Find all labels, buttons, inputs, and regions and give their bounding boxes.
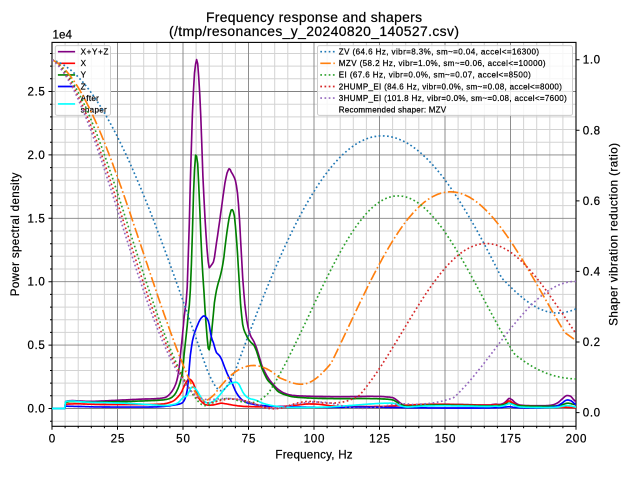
svg-text:Z: Z	[81, 82, 86, 91]
svg-text:25: 25	[111, 433, 125, 446]
svg-text:2.0: 2.0	[27, 149, 44, 162]
svg-text:0.8: 0.8	[583, 124, 600, 137]
svg-text:0: 0	[49, 433, 55, 446]
svg-text:0.5: 0.5	[27, 339, 44, 352]
svg-text:Shaper vibration reduction (ra: Shaper vibration reduction (ratio)	[607, 143, 620, 326]
svg-text:0.6: 0.6	[583, 195, 600, 208]
svg-text:175: 175	[500, 433, 521, 446]
svg-text:0.0: 0.0	[27, 403, 44, 416]
svg-text:1.0: 1.0	[27, 276, 44, 289]
svg-text:X: X	[81, 59, 87, 68]
svg-text:EI (67.6 Hz, vibr=0.0%, sm~=0.: EI (67.6 Hz, vibr=0.0%, sm~=0.07, accel<…	[339, 71, 531, 80]
svg-text:125: 125	[369, 433, 390, 446]
svg-text:2.5: 2.5	[27, 86, 44, 99]
svg-text:Y: Y	[81, 71, 87, 80]
svg-text:(/tmp/resonances_y_20240820_14: (/tmp/resonances_y_20240820_140527.csv)	[169, 23, 459, 39]
svg-text:50: 50	[176, 433, 190, 446]
svg-text:2HUMP_EI (84.6 Hz, vibr=0.0%,: 2HUMP_EI (84.6 Hz, vibr=0.0%, sm~=0.08, …	[339, 82, 562, 91]
svg-text:X+Y+Z: X+Y+Z	[81, 48, 109, 57]
svg-text:0.4: 0.4	[583, 265, 601, 278]
svg-text:MZV (58.2 Hz, vibr=1.0%, sm~=0: MZV (58.2 Hz, vibr=1.0%, sm~=0.06, accel…	[339, 59, 546, 68]
svg-text:3HUMP_EI (101.8 Hz, vibr=0.0%,: 3HUMP_EI (101.8 Hz, vibr=0.0%, sm~=0.08,…	[339, 94, 567, 103]
svg-text:100: 100	[304, 433, 325, 446]
svg-text:75: 75	[242, 433, 256, 446]
svg-text:shaper: shaper	[81, 106, 107, 115]
svg-text:1e4: 1e4	[53, 28, 73, 41]
svg-text:Recommended shaper: MZV: Recommended shaper: MZV	[339, 106, 447, 115]
svg-text:0.0: 0.0	[583, 407, 600, 420]
svg-text:200: 200	[566, 433, 587, 446]
svg-text:1.0: 1.0	[583, 54, 600, 67]
svg-text:150: 150	[435, 433, 456, 446]
svg-text:1.5: 1.5	[27, 212, 44, 225]
svg-text:Frequency response and shapers: Frequency response and shapers	[206, 9, 422, 25]
svg-text:0.2: 0.2	[583, 336, 600, 349]
svg-text:ZV (64.6 Hz, vibr=8.3%, sm~=0.: ZV (64.6 Hz, vibr=8.3%, sm~=0.04, accel<…	[339, 48, 540, 57]
svg-text:After: After	[81, 94, 100, 103]
svg-text:Power spectral density: Power spectral density	[9, 172, 22, 296]
svg-text:Frequency, Hz: Frequency, Hz	[275, 449, 352, 462]
